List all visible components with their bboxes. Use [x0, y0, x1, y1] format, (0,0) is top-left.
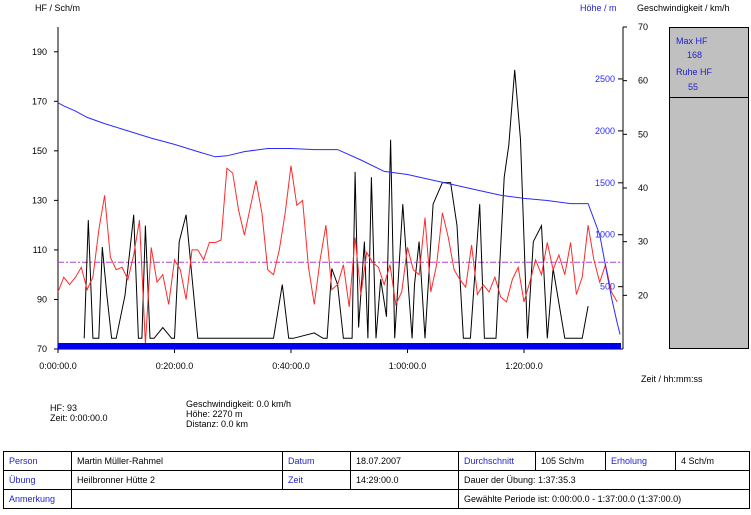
average-label: Durchschnitt [458, 451, 536, 471]
hr-axis-title: HF / Sch/m [35, 3, 81, 13]
speed-axis-ticks: 20 30 40 50 60 70 [623, 22, 648, 300]
speed-tick-label: 20 [638, 290, 648, 300]
speed-tick-label: 60 [638, 76, 648, 86]
hr-tick-label: 90 [37, 294, 47, 304]
height-tick-label: 1000 [595, 230, 615, 240]
table-row: Person Martin Müller-Rahmel Datum 18.07.… [3, 451, 750, 471]
cursor-distance: Distanz: 0.0 km [186, 419, 249, 429]
hr-side-panel-top: Max HF 168 Ruhe HF 55 [670, 28, 748, 98]
height-tick-label: 500 [600, 282, 615, 292]
cursor-time: Zeit: 0:00:00.0 [50, 413, 108, 423]
speed-tick-label: 50 [638, 129, 648, 139]
recovery-label: Erholung [605, 451, 676, 471]
person-label: Person [3, 451, 72, 471]
time-label: Zeit [282, 470, 351, 490]
date-value[interactable]: 18.07.2007 [350, 451, 459, 471]
x-axis-title: Zeit / hh:mm:ss [641, 374, 703, 384]
height-axis-ticks: 500 1000 1500 2000 2500 [595, 74, 623, 292]
time-value[interactable]: 14:29:00.0 [350, 470, 459, 490]
height-tick-label: 2000 [595, 126, 615, 136]
time-axis-ticks: 0:00:00.0 0:20:00.0 0:40:00.0 1:00:00.0 1:20… [39, 349, 543, 371]
date-label: Datum [282, 451, 351, 471]
speed-tick-label: 40 [638, 183, 648, 193]
time-tick-label: 1:00:00.0 [389, 361, 427, 371]
cursor-hr: HF: 93 [50, 403, 78, 413]
max-hr-value: 168 [687, 50, 703, 60]
hr-tick-label: 70 [37, 344, 47, 354]
table-row: Übung Heilbronner Hütte 2 Zeit 14:29:00.… [3, 470, 750, 490]
exercise-value[interactable]: Heilbronner Hütte 2 [71, 470, 283, 490]
altitude-series-line [57, 102, 621, 335]
hr-tick-label: 170 [32, 96, 47, 106]
height-tick-label: 2500 [595, 74, 615, 84]
time-tick-label: 1:20:00.0 [505, 361, 543, 371]
exercise-label: Übung [3, 470, 72, 490]
cursor-height: Höhe: 2270 m [186, 409, 243, 419]
cursor-hr-info: HF: 93 Zeit: 0:00:00.0 [50, 403, 108, 423]
cursor-speed-info: Geschwindigkeit: 0.0 km/h Höhe: 2270 m D… [186, 399, 291, 429]
recovery-value: 4 Sch/m [675, 451, 750, 471]
hr-axis-ticks: 70 90 110 130 150 170 190 [32, 47, 58, 354]
rest-hr-value: 55 [688, 82, 699, 92]
height-tick-label: 1500 [595, 178, 615, 188]
note-value[interactable] [71, 489, 459, 509]
average-value: 105 Sch/m [535, 451, 606, 471]
person-value[interactable]: Martin Müller-Rahmel [71, 451, 283, 471]
speed-zero-bar [58, 343, 621, 349]
session-info-table: Person Martin Müller-Rahmel Datum 18.07.… [3, 451, 750, 509]
hr-tick-label: 110 [33, 245, 47, 255]
rest-hr-label: Ruhe HF [676, 67, 713, 77]
note-label: Anmerkung [3, 489, 72, 509]
selected-period: Gewählte Periode ist: 0:00:00.0 - 1:37:0… [458, 489, 750, 509]
speed-axis-title: Geschwindigkeit / km/h [637, 3, 730, 13]
speed-series-line [83, 69, 589, 339]
max-hr-label: Max HF [676, 36, 708, 46]
hr-tick-label: 150 [32, 146, 47, 156]
hr-tick-label: 190 [32, 47, 47, 57]
series-layer [57, 69, 623, 345]
height-axis-title: Höhe / m [580, 3, 617, 13]
cursor-speed: Geschwindigkeit: 0.0 km/h [186, 399, 292, 409]
time-tick-label: 0:00:00.0 [39, 361, 77, 371]
duration-value: Dauer der Übung: 1:37:35.3 [458, 470, 750, 490]
time-tick-label: 0:40:00.0 [272, 361, 310, 371]
table-row: Anmerkung Gewählte Periode ist: 0:00:00.… [3, 489, 750, 509]
speed-tick-label: 30 [638, 237, 648, 247]
hr-series-line [57, 165, 618, 345]
speed-tick-label: 70 [638, 22, 648, 32]
hr-side-panel: Max HF 168 Ruhe HF 55 [669, 27, 749, 349]
time-tick-label: 0:20:00.0 [156, 361, 194, 371]
hr-tick-label: 130 [32, 195, 47, 205]
